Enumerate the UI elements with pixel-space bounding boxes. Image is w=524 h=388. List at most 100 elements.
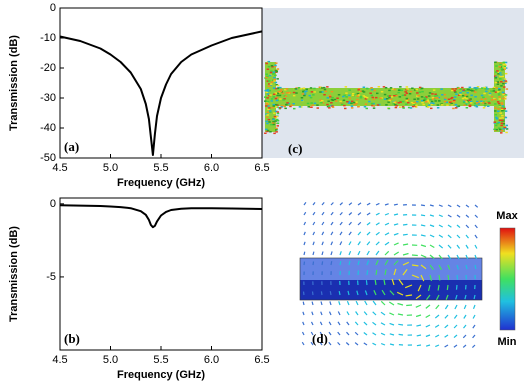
field-speck — [388, 99, 391, 102]
field-speck — [290, 104, 294, 106]
field-arrow — [375, 212, 380, 216]
field-speck — [274, 110, 278, 113]
field-speck — [436, 104, 440, 106]
field-speck — [431, 97, 435, 99]
field-speck — [497, 121, 500, 124]
y-axis-label: Transmission (dB) — [8, 35, 20, 131]
field-arrow — [366, 212, 371, 216]
field-speck — [273, 78, 276, 81]
field-speck — [316, 107, 319, 109]
field-speck — [272, 87, 276, 89]
field-arrow — [447, 274, 450, 281]
field-speck — [269, 84, 272, 86]
y-tick-label: -5 — [46, 271, 56, 283]
field-speck — [319, 91, 322, 93]
field-arrow — [357, 241, 361, 246]
field-speck — [266, 89, 270, 91]
field-arrow — [438, 264, 443, 271]
field-speck — [405, 103, 408, 105]
field-speck — [497, 92, 501, 94]
field-speck — [499, 112, 502, 114]
field-speck — [270, 98, 274, 100]
field-arrow — [427, 284, 431, 292]
field-speck — [446, 104, 449, 106]
field-speck — [413, 103, 416, 106]
field-speck — [300, 106, 303, 108]
field-speck — [502, 63, 506, 66]
field-speck — [362, 91, 366, 93]
field-speck — [344, 86, 348, 88]
field-speck — [434, 93, 437, 95]
field-arrow — [438, 204, 443, 207]
field-speck — [276, 112, 280, 115]
field-speck — [319, 99, 322, 101]
field-arrow — [474, 224, 478, 229]
field-arrow — [311, 311, 314, 316]
field-speck — [272, 71, 276, 73]
field-arrow — [402, 243, 409, 246]
field-arrow — [366, 222, 371, 226]
field-speck — [501, 119, 504, 122]
field-speck — [348, 89, 351, 91]
field-speck — [397, 91, 400, 94]
field-speck — [493, 97, 496, 100]
field-speck — [342, 99, 346, 101]
field-speck — [382, 86, 386, 88]
field-speck — [364, 98, 368, 100]
field-speck — [348, 97, 351, 100]
field-speck — [285, 92, 289, 94]
field-speck — [401, 106, 405, 108]
field-speck — [346, 101, 349, 103]
field-speck — [485, 90, 488, 93]
field-arrow — [303, 261, 306, 266]
field-speck — [301, 99, 304, 102]
field-arrow — [456, 214, 461, 218]
field-speck — [457, 94, 461, 96]
field-speck — [399, 86, 402, 88]
field-speck — [405, 92, 409, 94]
field-speck — [453, 101, 456, 103]
field-speck — [376, 92, 379, 95]
field-speck — [488, 93, 492, 96]
field-speck — [274, 106, 278, 108]
field-speck — [457, 87, 461, 89]
field-speck — [350, 102, 353, 104]
field-arrow — [453, 324, 458, 329]
field-speck — [387, 101, 390, 103]
field-speck — [407, 101, 410, 104]
field-arrow — [444, 314, 449, 319]
field-arrow — [474, 244, 478, 249]
field-speck — [406, 98, 410, 101]
field-speck — [502, 82, 505, 85]
field-speck — [405, 100, 409, 102]
field-speck — [329, 96, 332, 98]
field-speck — [502, 93, 505, 96]
field-speck — [499, 74, 503, 76]
field-speck — [435, 94, 439, 97]
panel-label: (a) — [64, 139, 79, 154]
field-speck — [270, 123, 273, 126]
field-arrow — [464, 294, 467, 300]
field-speck — [476, 100, 479, 103]
field-arrow — [346, 300, 350, 306]
field-arrow — [453, 314, 458, 319]
field-speck — [340, 103, 344, 105]
field-speck — [504, 110, 508, 112]
field-speck — [415, 88, 418, 91]
field-speck — [339, 100, 342, 103]
field-arrow — [303, 241, 306, 246]
field-speck — [328, 107, 331, 109]
field-speck — [269, 74, 272, 77]
field-speck — [308, 94, 311, 97]
field-arrow — [372, 311, 377, 316]
field-arrow — [363, 321, 368, 326]
field-arrow — [420, 214, 426, 217]
field-arrow — [380, 300, 386, 306]
field-speck — [447, 98, 451, 100]
field-arrow — [465, 224, 470, 229]
field-speck — [443, 100, 447, 103]
field-speck — [391, 88, 394, 90]
field-speck — [267, 85, 270, 88]
field-arrow — [465, 254, 469, 260]
field-speck — [274, 74, 277, 77]
